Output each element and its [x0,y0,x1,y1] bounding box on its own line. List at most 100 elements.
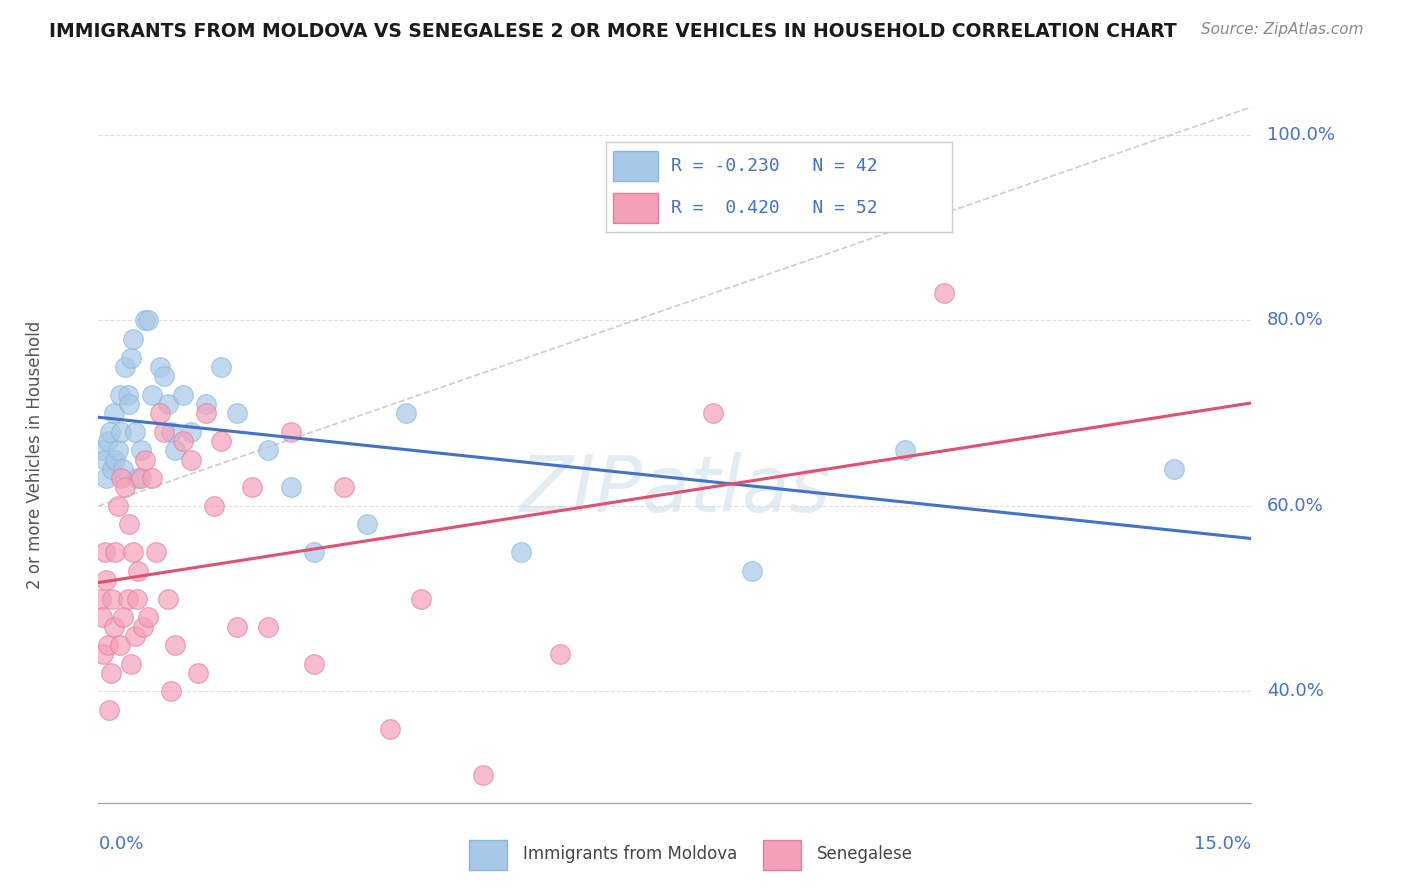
Point [149,406,172,420]
Point [124,629,146,643]
Point [129,443,152,458]
Point [91,610,114,624]
Bar [613,194,658,223]
Point [114,480,136,494]
Point [195,397,218,411]
Point [127,564,149,578]
Point [165,443,187,458]
Point [98,703,121,717]
Point [97,638,120,652]
Point [132,619,155,633]
Text: 0.0%: 0.0% [98,835,143,854]
Point [894,443,917,458]
Point [101,591,124,606]
Point [103,406,125,420]
Point [156,397,179,411]
Point [122,332,145,346]
Point [111,462,134,476]
Point [94,471,117,485]
Point [118,397,141,411]
Point [141,387,163,401]
Point [108,387,131,401]
Point [225,406,247,420]
Point [93,452,115,467]
Point [411,591,433,606]
Point [180,452,202,467]
Point [134,313,156,327]
Point [98,425,121,439]
Text: 100.0%: 100.0% [1267,126,1334,144]
Text: 15.0%: 15.0% [1194,835,1251,854]
Point [280,425,302,439]
Point [134,452,156,467]
Point [117,591,139,606]
Point [280,480,302,494]
Point [152,369,174,384]
Point [93,545,115,559]
Point [256,443,278,458]
Point [471,768,494,782]
Point [256,619,278,633]
Point [118,517,141,532]
Point [90,591,112,606]
Point [124,425,146,439]
Point [202,499,225,513]
Point [172,387,194,401]
Text: 2 or more Vehicles in Household: 2 or more Vehicles in Household [25,321,44,589]
Point [160,684,183,698]
Text: Senegalese: Senegalese [817,845,912,863]
Point [120,657,142,671]
Point [97,434,120,448]
Point [302,657,325,671]
Point [129,471,152,485]
Point [187,665,209,680]
Point [156,591,179,606]
Point [110,425,132,439]
Point [138,313,160,327]
Text: IMMIGRANTS FROM MOLDOVA VS SENEGALESE 2 OR MORE VEHICLES IN HOUSEHOLD CORRELATIO: IMMIGRANTS FROM MOLDOVA VS SENEGALESE 2 … [49,22,1177,41]
Bar [613,151,658,181]
Point [110,471,132,485]
Point [101,462,124,476]
Point [149,359,172,374]
Point [152,425,174,439]
Point [302,545,325,559]
Point [356,517,378,532]
Point [145,545,167,559]
Text: 40.0%: 40.0% [1267,682,1323,700]
Point [741,564,763,578]
Point [108,638,131,652]
Point [104,545,127,559]
Point [380,722,402,736]
Point [240,480,263,494]
Text: 80.0%: 80.0% [1267,311,1323,329]
Point [103,619,125,633]
Point [91,648,114,662]
Point [165,638,187,652]
Point [225,619,247,633]
Bar [470,840,506,870]
Point [141,471,163,485]
Point [195,406,218,420]
Point [209,359,232,374]
Point [120,351,142,365]
Point [1163,462,1185,476]
Point [107,499,129,513]
Point [160,425,183,439]
Text: R =  0.420   N = 52: R = 0.420 N = 52 [672,199,877,218]
Text: ZIPatlas: ZIPatlas [519,451,831,528]
Point [180,425,202,439]
Point [702,406,724,420]
Point [125,471,148,485]
Point [107,443,129,458]
Point [932,285,955,300]
Point [395,406,418,420]
Text: Source: ZipAtlas.com: Source: ZipAtlas.com [1201,22,1364,37]
Point [94,573,117,587]
Point [548,648,571,662]
Point [117,387,139,401]
Point [510,545,533,559]
Point [333,480,356,494]
Text: Immigrants from Moldova: Immigrants from Moldova [523,845,737,863]
Point [138,610,160,624]
